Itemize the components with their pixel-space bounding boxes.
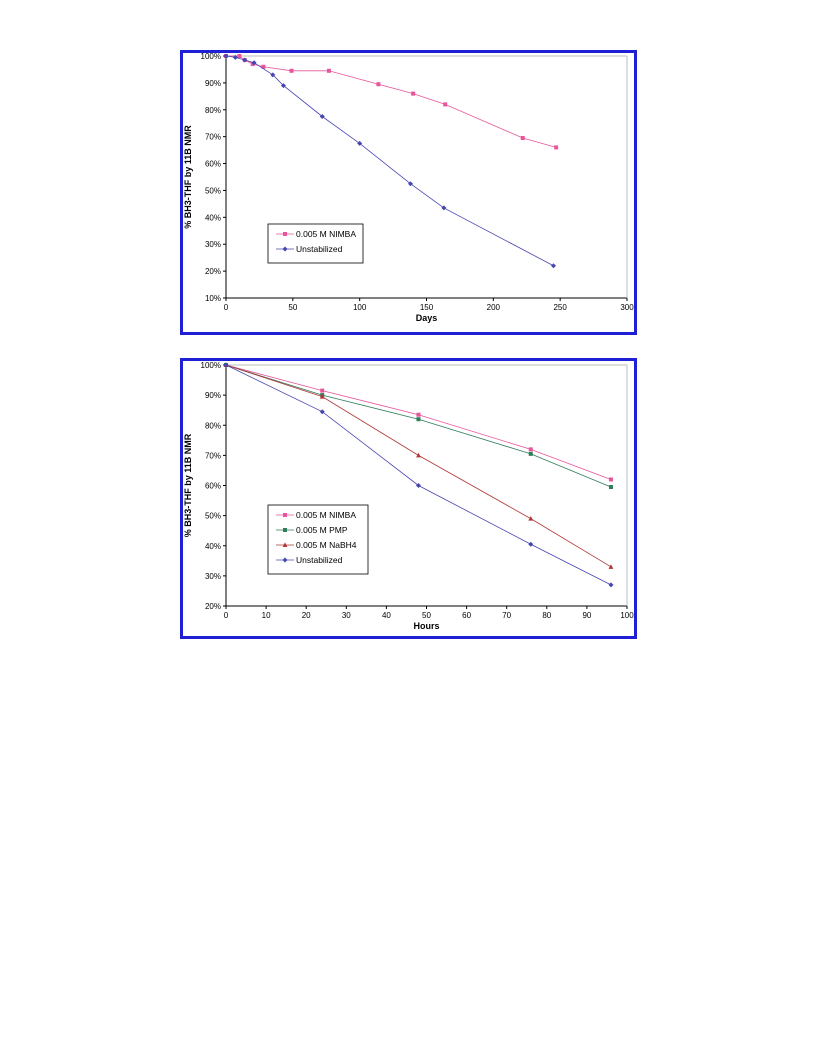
data-point-s0-3 — [250, 62, 255, 67]
data-point-s0-4 — [261, 64, 266, 69]
data-point-s1-1 — [232, 54, 238, 60]
legend-label-2: 0.005 M NaBH4 — [296, 540, 357, 550]
x-tick-label: 50 — [288, 303, 297, 312]
data-point-s0-4 — [608, 477, 613, 482]
data-point-s1-7 — [357, 140, 363, 146]
x-tick-label: 100 — [620, 611, 634, 620]
data-point-s0-2 — [416, 412, 421, 417]
data-point-s1-9 — [441, 205, 447, 211]
y-tick-label: 60% — [205, 482, 221, 491]
chart-days-svg: 10% 20% 30% 40% 50% 60% 70% 80% 90% 100% 0 50 100 150… — [183, 52, 634, 323]
y-tick-label: 30% — [205, 572, 221, 581]
data-point-s0-1 — [237, 54, 242, 58]
x-tick-label: 30 — [342, 611, 351, 620]
y-tick-label: 70% — [205, 451, 221, 460]
y-tick-label: 60% — [205, 160, 221, 169]
x-tick-label: 20 — [302, 611, 311, 620]
data-point-s3-3 — [528, 541, 534, 547]
data-point-s1-3 — [528, 451, 533, 456]
data-point-s0-10 — [520, 136, 525, 141]
y-tick-label: 30% — [205, 240, 221, 249]
y-axis-title: % BH3-THF by 11B NMR — [183, 125, 193, 229]
x-tick-label: 50 — [422, 611, 431, 620]
x-tick-label: 250 — [553, 303, 567, 312]
data-point-s2-2 — [416, 452, 421, 458]
data-point-s1-5 — [280, 83, 286, 89]
legend-label-0: 0.005 M NIMBA — [296, 229, 356, 239]
data-point-s0-11 — [554, 145, 559, 150]
data-point-s0-8 — [411, 91, 416, 96]
legend-label-1: 0.005 M PMP — [296, 525, 348, 535]
data-point-s2-1 — [319, 394, 325, 399]
x-tick-label: 40 — [382, 611, 391, 620]
data-point-s1-4 — [270, 72, 276, 78]
x-tick-label: 100 — [353, 303, 367, 312]
y-tick-label: 90% — [205, 79, 221, 88]
x-tick-label: 60 — [462, 611, 471, 620]
data-point-s0-1 — [320, 388, 325, 393]
y-tick-label: 100% — [201, 52, 221, 61]
y-axis-title: % BH3-THF by 11B NMR — [183, 433, 193, 537]
data-point-s1-4 — [608, 485, 613, 490]
data-point-s1-2 — [242, 57, 248, 63]
legend-box — [267, 223, 364, 264]
y-tick-label: 70% — [205, 133, 221, 142]
data-point-s1-6 — [319, 114, 325, 119]
y-tick-label: 100% — [201, 361, 221, 370]
legend-marker-1 — [283, 528, 287, 532]
x-tick-label: 10 — [262, 611, 271, 620]
x-tick-label: 70 — [502, 611, 511, 620]
legend-label-0: 0.005 M NIMBA — [296, 510, 356, 520]
series-line-0 — [225, 364, 612, 480]
y-tick-label: 40% — [205, 213, 221, 222]
y-tick-label: 80% — [205, 421, 221, 430]
y-tick-label: 10% — [205, 294, 221, 303]
y-tick-label: 50% — [205, 512, 221, 521]
series-line-1 — [225, 364, 612, 488]
legend-label-1: Unstabilized — [296, 244, 343, 254]
chart-hours: 20% 30% 40% 50% 60% 70% 80% 90% 100% 0 10 20 30 40 50 6… — [180, 358, 637, 639]
data-point-s3-1 — [319, 409, 325, 415]
data-point-s1-0 — [223, 53, 229, 59]
data-point-s0-7 — [376, 82, 381, 87]
y-tick-label: 20% — [205, 267, 221, 276]
legend-marker-3 — [282, 557, 288, 563]
y-tick-label: 40% — [205, 542, 221, 551]
legend-marker-0 — [283, 513, 287, 517]
x-tick-label: 300 — [620, 303, 634, 312]
chart-days: 10% 20% 30% 40% 50% 60% 70% 80% 90% 100% 0 50 100 150… — [180, 50, 637, 335]
data-point-s0-5 — [289, 68, 294, 73]
data-point-s0-9 — [443, 102, 448, 107]
data-point-s0-3 — [528, 447, 533, 452]
x-axis-title: Hours — [413, 621, 439, 631]
legend-marker-2 — [282, 542, 288, 547]
legend-marker-1 — [282, 246, 288, 252]
y-tick-label: 80% — [205, 106, 221, 115]
data-point-s1-2 — [416, 417, 421, 422]
x-tick-label: 0 — [224, 303, 229, 312]
x-tick-label: 80 — [542, 611, 551, 620]
legend-label-3: Unstabilized — [296, 555, 343, 565]
chart-hours-svg: 20% 30% 40% 50% 60% 70% 80% 90% 100% 0 10 20 30 40 50 6… — [183, 361, 634, 631]
series-line-0 — [226, 55, 557, 148]
data-point-s3-2 — [415, 483, 421, 488]
data-point-s2-3 — [528, 516, 534, 521]
x-tick-label: 0 — [224, 611, 229, 620]
data-point-s1-8 — [407, 181, 413, 187]
x-tick-label: 150 — [420, 303, 434, 312]
legend-marker-0 — [283, 232, 287, 236]
data-point-s1-10 — [550, 263, 556, 269]
x-tick-label: 90 — [582, 611, 591, 620]
x-axis-title: Days — [416, 313, 438, 323]
data-point-s3-4 — [608, 582, 614, 588]
data-point-s2-4 — [608, 564, 614, 569]
y-tick-label: 20% — [205, 602, 221, 611]
y-tick-label: 90% — [205, 391, 221, 400]
data-point-s3-0 — [223, 362, 229, 368]
x-tick-label: 200 — [487, 303, 501, 312]
y-tick-label: 50% — [205, 186, 221, 195]
data-point-s1-3 — [251, 60, 257, 66]
data-point-s0-6 — [326, 68, 331, 73]
